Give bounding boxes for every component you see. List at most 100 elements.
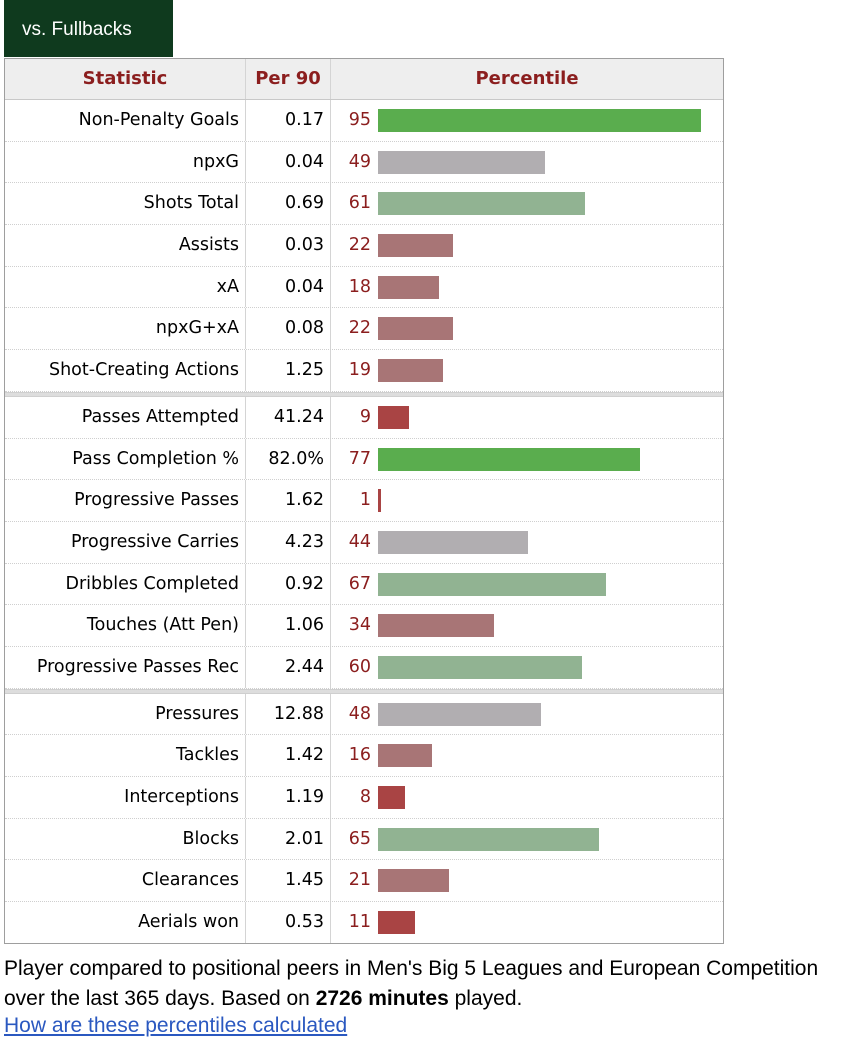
percentile-bar [378,234,453,258]
percentile-value: 18 [348,276,371,297]
header-percentile: Percentile [475,68,579,89]
stat-label: Shots Total [5,183,246,225]
per90-value: 2.01 [246,818,331,860]
group-separator [5,391,723,397]
percentile-cell: 77 [331,439,723,480]
per90-value: 1.45 [246,860,331,902]
table-row: npxG+xA 0.08 22 [5,308,723,351]
per90-value: 1.42 [246,735,331,776]
table-row: Pressures 12.88 48 [5,693,723,736]
per90-value: 82.0% [246,438,331,480]
table-row: xA 0.04 18 [5,266,723,309]
percentile-cell: 60 [331,647,723,688]
percentile-bar [378,275,440,299]
percentile-cell: 9 [331,397,723,438]
percentile-value: 34 [348,615,371,636]
percentile-cell: 61 [331,183,723,224]
table-row: Pass Completion % 82.0% 77 [5,438,723,481]
percentile-cell: 65 [331,819,723,860]
percentile-value: 22 [348,318,371,339]
table-row: Blocks 2.01 65 [5,818,723,861]
per90-value: 0.04 [246,266,331,308]
per90-value: 0.04 [246,141,331,183]
percentile-cell: 22 [331,308,723,349]
stat-label: Progressive Passes [5,480,246,521]
table-row: Clearances 1.45 21 [5,860,723,903]
percentile-bar [378,744,433,768]
table-row: npxG 0.04 49 [5,141,723,184]
percentile-value: 95 [348,110,371,130]
per90-value: 0.53 [246,902,331,943]
table-row: Interceptions 1.19 8 [5,777,723,819]
percentile-cell: 95 [331,100,723,141]
per90-value: 1.19 [246,777,331,818]
stat-label: npxG [5,141,246,183]
percentile-value: 1 [359,490,371,511]
percentile-value: 21 [348,870,371,891]
percentile-value: 9 [359,406,371,427]
stat-label: Blocks [5,818,246,860]
percentile-value: 11 [348,912,371,933]
percentile-bar [378,614,494,638]
per90-value: 1.25 [246,350,331,391]
table-row: Progressive Passes 1.62 1 [5,480,723,522]
percentile-bar [378,827,599,851]
percentile-bar [378,572,606,596]
percentile-cell: 8 [331,777,723,818]
percentile-cell: 67 [331,564,723,605]
tab-vs-fullbacks[interactable]: vs. Fullbacks [4,0,173,57]
percentile-bar [378,655,582,679]
percentile-bar [378,359,443,383]
percentile-cell: 44 [331,522,723,563]
percentile-bar [378,489,382,513]
percentile-bar [378,447,640,471]
percentile-cell: 16 [331,735,723,776]
percentile-value: 48 [348,703,371,724]
percentile-bar [378,192,586,216]
percentile-cell: 49 [331,142,723,183]
stat-label: Pressures [5,693,246,735]
stat-label: Interceptions [5,777,246,818]
stat-label: Progressive Passes Rec [5,646,246,688]
percentile-bar [378,109,701,132]
header-statistic: Statistic [5,59,246,99]
percentile-value: 8 [359,787,371,807]
percentile-bar [378,702,542,726]
percentile-bar [378,869,450,893]
percentile-value: 67 [348,573,371,594]
header-per-90: Per 90 [246,59,331,99]
percentile-cell: 34 [331,605,723,646]
percentile-cell: 48 [331,694,723,735]
table-row: Tackles 1.42 16 [5,735,723,777]
per90-value: 0.69 [246,183,331,225]
group-separator [5,688,723,694]
percentile-cell: 21 [331,860,723,901]
stat-label: xA [5,266,246,308]
percentile-cell: 19 [331,350,723,391]
percentile-value: 65 [348,828,371,849]
stat-label: Dribbles Completed [5,563,246,605]
percentile-value: 16 [348,745,371,766]
per90-value: 0.92 [246,563,331,605]
table-row: Shots Total 0.69 61 [5,183,723,226]
table-row: Aerials won 0.53 11 [5,902,723,943]
percentile-cell: 18 [331,267,723,308]
percentile-value: 60 [348,656,371,677]
table-row: Passes Attempted 41.24 9 [5,396,723,439]
percentile-cell: 11 [331,902,723,943]
percentile-value: 22 [348,235,371,256]
table-row: Dribbles Completed 0.92 67 [5,563,723,606]
per90-value: 4.23 [246,521,331,563]
per90-value: 2.44 [246,646,331,688]
per90-value: 1.62 [246,480,331,521]
table-row: Assists 0.03 22 [5,225,723,267]
stat-label: Aerials won [5,902,246,943]
stat-label: Shot-Creating Actions [5,350,246,391]
scouting-report-table: Statistic Per 90 Percentile Non-Penalty … [4,58,724,944]
per90-value: 0.17 [246,100,331,141]
per90-value: 12.88 [246,693,331,735]
percentile-help-link[interactable]: How are these percentiles calculated [4,1014,348,1037]
percentile-cell: 1 [331,480,723,521]
percentile-cell: 22 [331,225,723,266]
stat-label: Progressive Carries [5,521,246,563]
